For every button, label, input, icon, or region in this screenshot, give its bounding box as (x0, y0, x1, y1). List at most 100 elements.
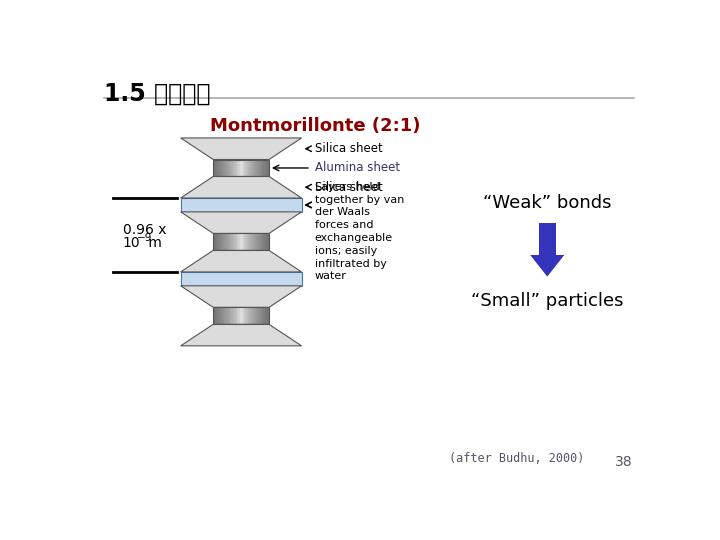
Bar (220, 307, 222, 325)
Bar (252, 233, 254, 251)
Bar (241, 159, 243, 177)
Bar (268, 233, 269, 251)
Bar (237, 307, 239, 325)
Bar (264, 159, 265, 177)
Bar (250, 307, 251, 325)
Bar (233, 159, 235, 177)
Text: Silica sheet: Silica sheet (315, 142, 382, 155)
Bar (230, 159, 232, 177)
Bar (253, 307, 256, 325)
Bar (225, 307, 226, 325)
Text: −9: −9 (137, 233, 152, 243)
Bar (226, 307, 228, 325)
Bar (256, 233, 258, 251)
Bar (268, 307, 269, 325)
Bar (228, 233, 230, 251)
Bar (215, 233, 217, 251)
Bar (251, 233, 253, 251)
Bar (264, 307, 265, 325)
Bar (264, 233, 265, 251)
Bar (230, 307, 232, 325)
Bar (217, 307, 219, 325)
Text: (after Budhu, 2000): (after Budhu, 2000) (449, 452, 585, 465)
Bar (237, 233, 239, 251)
Text: Layers held
together by van
der Waals
forces and
exchangeable
ions; easily
infil: Layers held together by van der Waals fo… (315, 182, 404, 281)
Bar (266, 233, 268, 251)
Bar (268, 159, 269, 177)
Text: “Weak” bonds: “Weak” bonds (483, 194, 611, 212)
Bar (225, 233, 226, 251)
Bar (258, 233, 260, 251)
Bar (235, 233, 238, 251)
Bar (231, 233, 233, 251)
Bar (253, 159, 256, 177)
Bar (250, 159, 251, 177)
Bar (219, 233, 220, 251)
Bar (220, 233, 222, 251)
Text: 38: 38 (615, 455, 632, 469)
Bar (238, 307, 240, 325)
Bar (228, 159, 230, 177)
Bar (246, 233, 247, 251)
Bar (233, 307, 235, 325)
Bar (259, 233, 261, 251)
Bar (241, 307, 243, 325)
Bar (243, 159, 244, 177)
Bar (219, 159, 220, 177)
Bar (217, 159, 219, 177)
Bar (215, 307, 217, 325)
Text: Silica sheet: Silica sheet (315, 181, 382, 194)
Bar (244, 233, 246, 251)
Bar (261, 307, 262, 325)
Polygon shape (181, 212, 302, 233)
Bar (259, 307, 261, 325)
Bar (216, 159, 217, 177)
Bar (262, 233, 264, 251)
Bar (243, 307, 244, 325)
Bar (253, 233, 256, 251)
Bar (234, 307, 236, 325)
Polygon shape (181, 325, 302, 346)
Bar (230, 233, 232, 251)
Bar (252, 307, 254, 325)
Bar (216, 233, 217, 251)
Bar (234, 159, 236, 177)
Bar (265, 233, 266, 251)
Bar (255, 307, 257, 325)
Bar (223, 159, 225, 177)
Bar (246, 159, 247, 177)
Bar (266, 159, 268, 177)
Bar (225, 159, 226, 177)
Bar (250, 233, 251, 251)
Bar (539, 222, 556, 255)
Polygon shape (181, 286, 302, 307)
Bar (228, 307, 229, 325)
Bar (247, 307, 248, 325)
Bar (256, 307, 258, 325)
Bar (223, 233, 225, 251)
Bar (235, 159, 238, 177)
Bar (215, 159, 217, 177)
Bar (251, 307, 253, 325)
Bar (234, 233, 236, 251)
Text: Montmorillonte (2:1): Montmorillonte (2:1) (210, 117, 420, 135)
Bar (226, 159, 228, 177)
Bar (261, 233, 262, 251)
Polygon shape (181, 177, 302, 198)
Bar (240, 159, 241, 177)
Bar (243, 233, 244, 251)
Bar (240, 233, 241, 251)
Bar (181, 272, 302, 286)
Bar (252, 159, 254, 177)
Bar (261, 159, 262, 177)
Bar (258, 159, 260, 177)
Bar (213, 307, 269, 325)
Bar (228, 233, 229, 251)
Bar (265, 159, 266, 177)
Bar (226, 233, 228, 251)
Text: 10: 10 (122, 235, 140, 249)
Bar (238, 159, 240, 177)
Bar (258, 307, 260, 325)
Bar (181, 198, 302, 212)
Bar (247, 233, 248, 251)
